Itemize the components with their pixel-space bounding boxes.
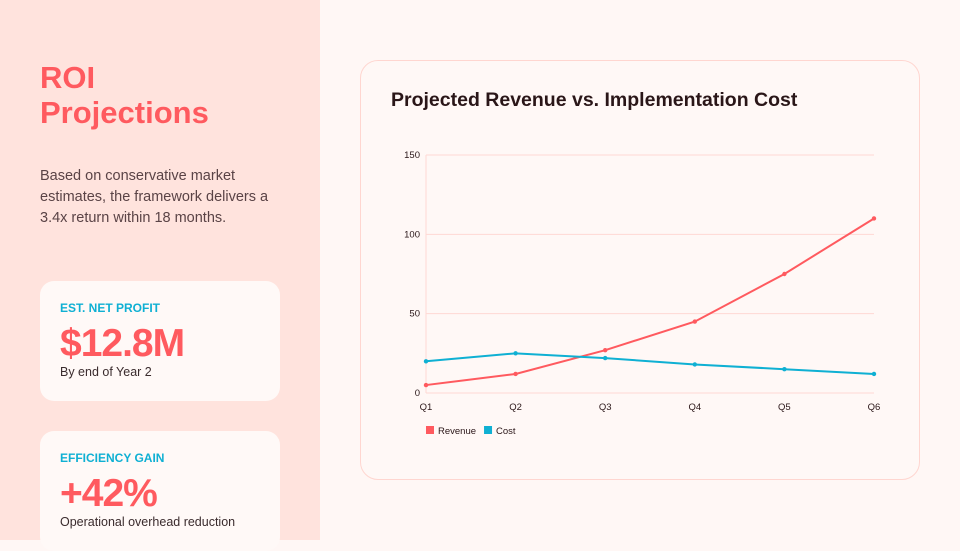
title-line-1: ROI xyxy=(40,60,96,95)
data-point-cost xyxy=(782,367,787,372)
title-line-2: Projections xyxy=(40,95,209,130)
x-tick-label: Q1 xyxy=(420,402,433,413)
y-tick-label: 50 xyxy=(409,309,420,320)
sidebar: ROI Projections Based on conservative ma… xyxy=(0,0,320,551)
y-tick-label: 0 xyxy=(415,388,420,399)
series-line-cost xyxy=(425,352,875,375)
data-point-revenue xyxy=(692,319,697,324)
net-profit-card: EST. NET PROFIT $12.8M By end of Year 2 xyxy=(40,281,280,401)
x-tick-label: Q2 xyxy=(509,402,522,413)
x-tick-label: Q5 xyxy=(778,402,791,413)
data-point-cost xyxy=(513,351,518,356)
description: Based on conservative market estimates, … xyxy=(40,168,269,226)
card-caption: Operational overhead reduction xyxy=(60,515,236,529)
legend-label: Revenue xyxy=(438,426,476,437)
y-tick-label: 100 xyxy=(404,229,420,240)
data-point-cost xyxy=(423,359,429,364)
card-label: EST. NET PROFIT xyxy=(60,301,161,315)
card-value: $12.8M xyxy=(60,322,185,365)
legend-swatch xyxy=(484,426,493,434)
card-value: +42% xyxy=(60,472,158,515)
data-point-revenue xyxy=(603,347,608,353)
data-point-revenue xyxy=(513,371,518,377)
series-line-revenue xyxy=(425,217,875,387)
data-point-revenue xyxy=(871,216,877,221)
data-point-revenue xyxy=(423,382,429,388)
y-tick-label: 150 xyxy=(404,150,420,161)
efficiency-card: EFFICIENCY GAIN +42% Operational overhea… xyxy=(40,431,280,551)
data-point-cost xyxy=(603,355,608,361)
data-point-cost xyxy=(871,371,877,377)
chart-title: Projected Revenue vs. Implementation Cos… xyxy=(391,89,798,111)
chart-panel: Projected Revenue vs. Implementation Cos… xyxy=(360,60,920,480)
page-title: ROI Projections xyxy=(40,60,209,130)
legend-label: Cost xyxy=(496,426,516,437)
data-point-cost xyxy=(692,362,697,367)
x-tick-label: Q6 xyxy=(868,402,881,413)
x-tick-label: Q4 xyxy=(688,402,701,413)
card-label: EFFICIENCY GAIN xyxy=(60,451,165,465)
legend-swatch xyxy=(426,426,434,434)
card-caption: By end of Year 2 xyxy=(60,365,152,379)
x-tick-label: Q3 xyxy=(599,402,612,413)
data-point-revenue xyxy=(782,271,787,277)
